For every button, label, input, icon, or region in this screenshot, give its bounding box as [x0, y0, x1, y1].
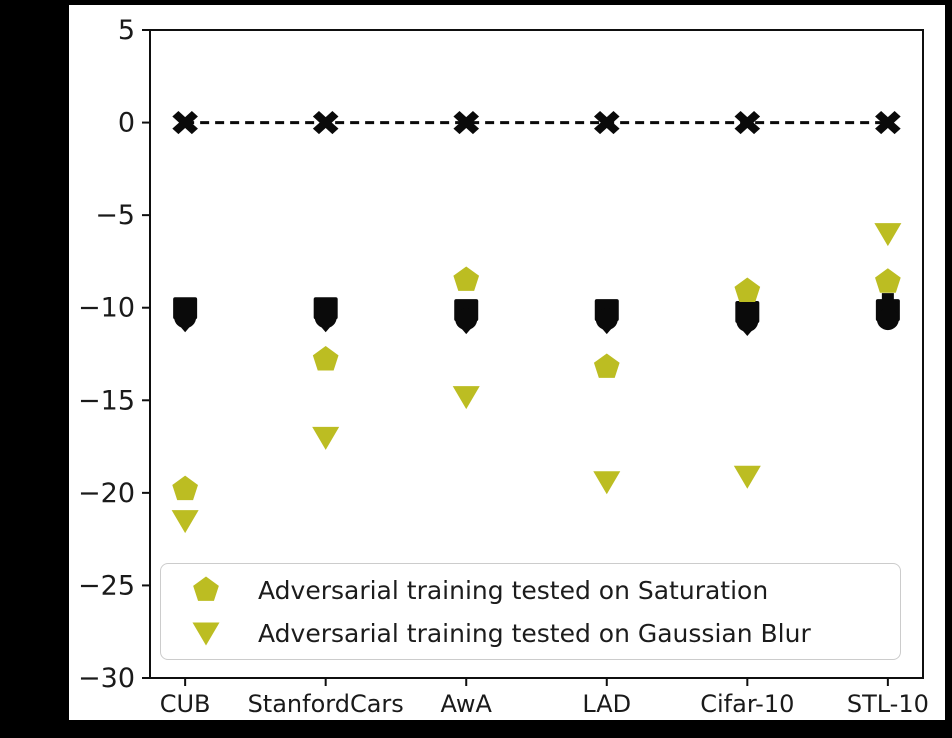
- black-cluster-part: [455, 308, 478, 331]
- black-cluster-marker: [173, 297, 198, 333]
- triangle-down-marker-icon: [192, 622, 220, 646]
- x-marker: [312, 111, 339, 135]
- legend-label-saturation: Adversarial training tested on Saturatio…: [258, 575, 769, 605]
- x-marker: [593, 111, 620, 135]
- triangle-down-marker: [593, 471, 621, 495]
- pentagon-marker: [453, 266, 480, 291]
- y-tick-label: −20: [78, 478, 135, 509]
- x-tick-label: STL-10: [847, 690, 929, 718]
- black-cluster-part: [600, 327, 613, 335]
- x-marker-shape: [734, 111, 761, 135]
- x-marker-shape: [875, 111, 901, 135]
- triangle-down-marker: [874, 223, 902, 247]
- x-marker: [172, 111, 198, 135]
- black-cluster-marker: [454, 299, 479, 335]
- pentagon-marker: [734, 277, 761, 302]
- black-cluster-marker: [594, 299, 619, 335]
- x-marker-shape: [172, 111, 198, 135]
- x-tick-label: StanfordCars: [248, 690, 404, 718]
- pentagon-marker: [172, 475, 198, 501]
- chart-legend: Adversarial training tested on Saturatio…: [160, 563, 901, 660]
- x-marker: [734, 111, 761, 135]
- black-cluster-part: [595, 308, 618, 331]
- x-tick-label: Cifar-10: [700, 690, 794, 718]
- black-cluster-marker: [313, 297, 338, 333]
- y-tick-label: 0: [118, 108, 135, 139]
- pentagon-swatch: [193, 576, 219, 601]
- y-tick-label: −5: [95, 200, 135, 231]
- black-cluster-part: [314, 306, 337, 329]
- black-cluster-part: [736, 309, 759, 332]
- triangle-down-marker: [312, 426, 340, 450]
- x-marker-shape: [453, 111, 480, 135]
- x-marker: [453, 111, 480, 135]
- triangle-down-marker: [452, 386, 480, 410]
- black-cluster-part: [741, 328, 754, 336]
- black-cluster-part: [876, 308, 899, 331]
- legend-label-gaussian-blur: Adversarial training tested on Gaussian …: [258, 618, 811, 648]
- triangle-down-swatch: [192, 622, 220, 646]
- plot-border: [149, 29, 924, 679]
- black-cluster-part: [319, 325, 332, 333]
- y-tick-label: −30: [78, 663, 135, 694]
- x-marker-shape: [312, 111, 339, 135]
- x-tick-label: AwA: [440, 690, 492, 718]
- x-marker: [875, 111, 901, 135]
- black-cluster-part: [179, 325, 192, 333]
- y-tick-label: −15: [78, 385, 135, 416]
- black-cluster-part: [460, 327, 473, 335]
- x-marker-shape: [593, 111, 620, 135]
- black-cluster-part: [881, 293, 894, 302]
- triangle-down-marker: [733, 465, 761, 489]
- x-tick-label: LAD: [582, 690, 631, 718]
- legend-item-saturation: Adversarial training tested on Saturatio…: [161, 570, 900, 611]
- scatter-chart: 5 0 −5 −10 −15 −20 −25 −30 CUB StanfordCars AwA LAD…: [78, 15, 929, 718]
- x-tick-label: CUB: [160, 690, 211, 718]
- legend-item-gaussian-blur: Adversarial training tested on Gaussian …: [161, 613, 900, 654]
- y-tick-label: −10: [78, 293, 135, 324]
- chart-panel: 5 0 −5 −10 −15 −20 −25 −30 CUB StanfordCars AwA LAD…: [69, 5, 945, 720]
- y-tick-label: 5: [118, 15, 135, 46]
- black-cluster-part: [174, 306, 197, 329]
- y-tick-label: −25: [78, 570, 135, 601]
- black-cluster-marker: [875, 293, 900, 331]
- black-cluster-marker: [735, 300, 760, 336]
- triangle-down-marker: [171, 510, 199, 534]
- pentagon-marker: [593, 353, 620, 378]
- pentagon-marker: [312, 346, 339, 371]
- pentagon-marker-icon: [193, 576, 219, 601]
- pentagon-marker: [875, 268, 901, 293]
